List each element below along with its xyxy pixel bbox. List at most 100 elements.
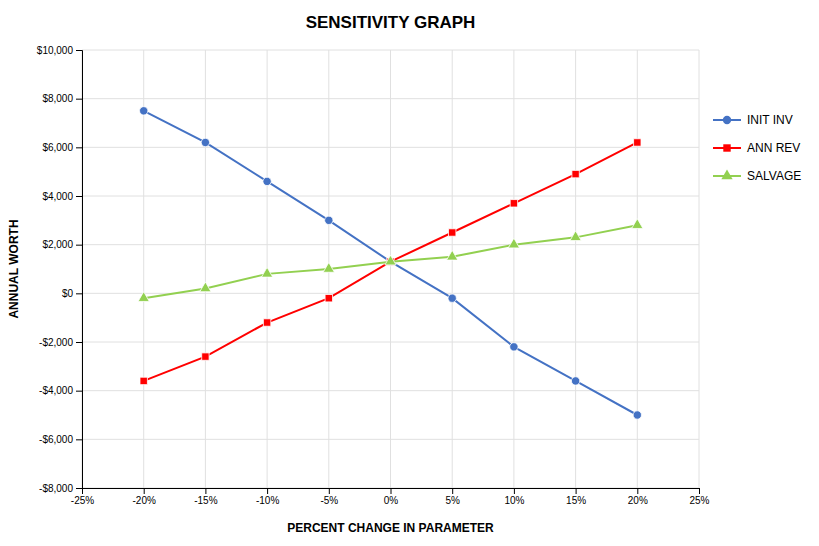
x-tick-mark (144, 488, 145, 494)
x-tick-mark (205, 488, 206, 494)
y-tick-label: -$2,000 (39, 337, 73, 348)
y-tick: $2,000 (42, 239, 82, 250)
series-marker (325, 216, 333, 224)
legend-marker (721, 169, 732, 179)
y-tick-mark (76, 99, 82, 100)
series-line (144, 142, 638, 380)
x-tick-label: 15% (566, 495, 586, 506)
series-marker (140, 107, 148, 115)
y-axis-line (76, 51, 83, 489)
series-marker (510, 200, 517, 207)
series-marker (632, 219, 643, 229)
y-tick-label: $10,000 (37, 45, 74, 56)
series-marker (261, 267, 272, 277)
x-tick-mark (329, 488, 330, 494)
series-marker (510, 343, 518, 351)
series-marker (201, 138, 209, 146)
series-marker (633, 411, 641, 419)
y-tick-mark (76, 293, 82, 294)
x-tick-label: 5% (445, 495, 460, 506)
x-tick: 10% (504, 488, 524, 506)
y-tick: -$4,000 (39, 385, 82, 396)
series-marker (140, 377, 147, 384)
y-tick: -$8,000 (39, 483, 82, 494)
x-tick-label: -15% (194, 495, 217, 506)
series (140, 139, 641, 385)
series-marker (447, 250, 458, 260)
x-tick-label: -10% (256, 495, 279, 506)
series-marker (634, 139, 641, 146)
x-tick-label: 20% (628, 495, 648, 506)
legend-label: ANN REV (747, 141, 800, 155)
x-tick: -20% (133, 488, 156, 506)
series-marker (263, 319, 270, 326)
grid-line-x (575, 50, 576, 488)
y-tick-label: $4,000 (42, 191, 73, 202)
plot-area (138, 107, 643, 420)
chart: -25%-20%-15%-10%-5%0%5%10%15%20%25%-$8,0… (0, 0, 819, 546)
x-tick-mark (391, 488, 392, 494)
y-tick: $6,000 (42, 142, 82, 153)
y-axis-title: ANNUAL WORTH (7, 219, 21, 318)
legend-label: INIT INV (747, 113, 793, 127)
legend-marker (723, 116, 731, 124)
title: SENSITIVITY GRAPH (306, 13, 476, 32)
y-tick-mark (76, 147, 82, 148)
grid-line-x (390, 50, 391, 488)
y-tick-label: $6,000 (42, 142, 73, 153)
y-tick: $4,000 (42, 191, 82, 202)
y-tick: $0 (62, 288, 82, 299)
legend-label: SALVAGE (747, 169, 801, 183)
legend: INIT INV ANN REV SALVAGE (713, 113, 801, 183)
y-tick: -$6,000 (39, 434, 82, 445)
legend-item: INIT INV (713, 113, 793, 127)
x-tick-label: 25% (689, 495, 709, 506)
y-tick-mark (76, 391, 82, 392)
y-tick-mark (76, 439, 82, 440)
x-tick-label: 10% (504, 495, 524, 506)
x-axis-title: PERCENT CHANGE IN PARAMETER (287, 521, 494, 535)
y-tick-label: -$8,000 (39, 483, 73, 494)
x-tick: -10% (256, 488, 279, 506)
y-tick-label: -$4,000 (39, 385, 73, 396)
series-line (144, 111, 638, 415)
grid-line-x (452, 50, 453, 488)
series (138, 219, 643, 302)
legend-item: SALVAGE (713, 169, 801, 183)
series-marker (448, 229, 455, 236)
x-tick-mark (637, 488, 638, 494)
series-marker (385, 255, 396, 265)
y-tick-mark (76, 488, 82, 489)
x-tick-mark (576, 488, 577, 494)
grid-line-x (205, 50, 206, 488)
series-marker (323, 262, 334, 272)
x-axis-line (83, 489, 700, 495)
x-tick: 0% (384, 488, 399, 506)
series-marker (263, 177, 271, 185)
series-marker (508, 238, 519, 248)
x-tick-mark (452, 488, 453, 494)
series-marker (200, 282, 211, 292)
grid-line-x (637, 50, 638, 488)
series (140, 107, 642, 420)
y-tick-mark (76, 342, 82, 343)
x-tick: 5% (445, 488, 460, 506)
y-tick-label: $2,000 (42, 239, 73, 250)
x-tick-mark (514, 488, 515, 494)
y-tick-label: $8,000 (42, 93, 73, 104)
grid-line-x (699, 50, 700, 488)
series-marker (572, 170, 579, 177)
series-marker (138, 292, 149, 302)
series-marker (202, 353, 209, 360)
x-tick-label: 0% (384, 495, 399, 506)
x-tick: -15% (194, 488, 217, 506)
x-tick: 15% (566, 488, 586, 506)
legend-item: ANN REV (713, 141, 800, 155)
y-tick-mark (76, 245, 82, 246)
y-axis: -$8,000 -$6,000 -$4,000 -$2,000 $0 $2,000 $4,0… (37, 45, 83, 494)
series-marker (571, 377, 579, 385)
x-tick: 20% (628, 488, 648, 506)
grid-line-x (143, 50, 144, 488)
x-tick-mark (267, 488, 268, 494)
y-tick-label: $0 (62, 288, 74, 299)
